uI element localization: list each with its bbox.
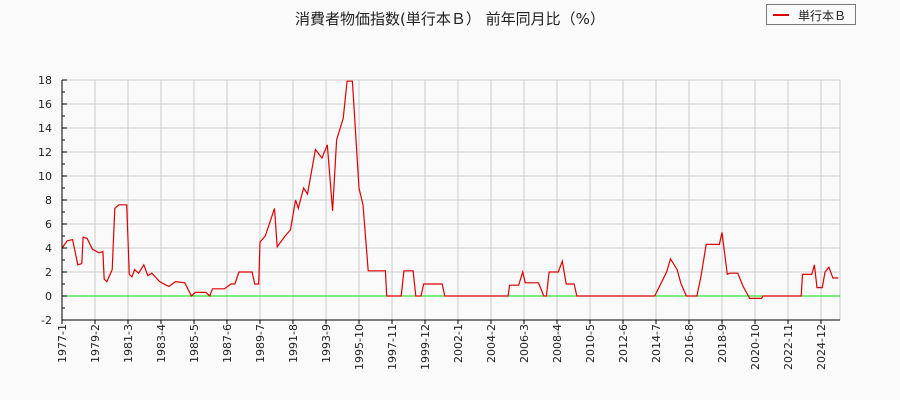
svg-text:1995-10: 1995-10 xyxy=(353,324,366,370)
svg-text:10: 10 xyxy=(38,170,52,183)
svg-text:1983-4: 1983-4 xyxy=(155,324,168,363)
x-axis-ticks: 1977-1 1979-2 1981-3 1983-4 1985-5 1987-6 1989… xyxy=(56,320,828,370)
series-line xyxy=(61,80,839,299)
svg-text:2022-11: 2022-11 xyxy=(782,324,795,370)
legend-swatch xyxy=(773,14,789,16)
svg-text:2004-2: 2004-2 xyxy=(485,324,498,363)
svg-text:2002-1: 2002-1 xyxy=(452,324,465,363)
svg-text:1985-5: 1985-5 xyxy=(188,324,201,363)
svg-text:1989-7: 1989-7 xyxy=(254,324,267,363)
svg-text:16: 16 xyxy=(38,98,52,111)
svg-text:8: 8 xyxy=(45,194,52,207)
grid-lines xyxy=(62,79,841,320)
svg-text:2014-7: 2014-7 xyxy=(650,324,663,363)
svg-text:12: 12 xyxy=(38,146,52,159)
svg-text:2010-5: 2010-5 xyxy=(584,324,597,363)
svg-text:2012-6: 2012-6 xyxy=(617,324,630,363)
svg-text:1999-12: 1999-12 xyxy=(419,324,432,370)
svg-text:1987-6: 1987-6 xyxy=(221,324,234,363)
svg-text:18: 18 xyxy=(38,74,52,87)
legend-label: 単行本Ｂ xyxy=(798,9,847,23)
svg-text:0: 0 xyxy=(45,290,52,303)
svg-text:2: 2 xyxy=(45,266,52,279)
legend: 単行本Ｂ xyxy=(766,4,856,25)
y-axis-ticks: -2 0 2 4 6 8 10 12 14 16 18 xyxy=(38,74,67,327)
svg-text:1977-1: 1977-1 xyxy=(56,324,69,363)
svg-text:14: 14 xyxy=(38,122,52,135)
svg-text:2024-12: 2024-12 xyxy=(815,324,828,370)
svg-text:4: 4 xyxy=(45,242,52,255)
svg-text:2018-9: 2018-9 xyxy=(716,324,729,363)
svg-text:1991-8: 1991-8 xyxy=(287,324,300,363)
chart-title: 消費者物価指数(単行本Ｂ） 前年同月比（%） xyxy=(295,10,605,28)
svg-text:1979-2: 1979-2 xyxy=(89,324,102,363)
svg-text:1997-11: 1997-11 xyxy=(386,324,399,370)
svg-text:6: 6 xyxy=(45,218,52,231)
svg-text:2006-3: 2006-3 xyxy=(518,324,531,363)
svg-text:1993-9: 1993-9 xyxy=(320,324,333,363)
svg-text:2008-4: 2008-4 xyxy=(551,324,564,363)
svg-text:2016-8: 2016-8 xyxy=(683,324,696,363)
svg-text:1981-3: 1981-3 xyxy=(122,324,135,363)
svg-text:2020-10: 2020-10 xyxy=(749,324,762,370)
svg-text:-2: -2 xyxy=(41,314,52,327)
